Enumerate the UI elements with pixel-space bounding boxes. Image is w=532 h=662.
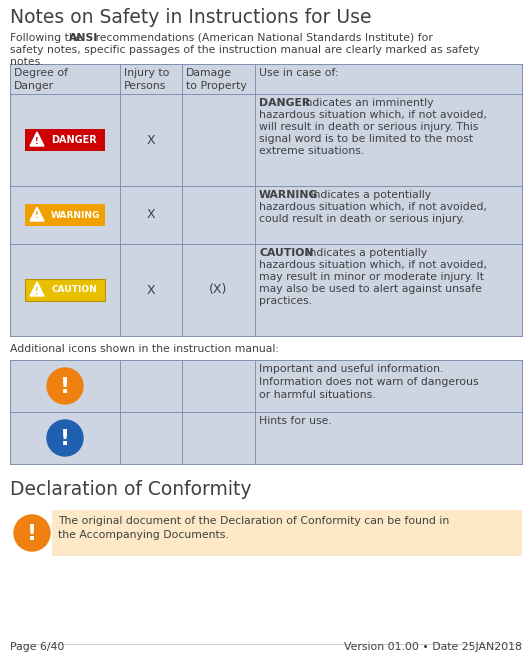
- Text: ANSI: ANSI: [69, 33, 98, 43]
- Text: will result in death or serious injury. This: will result in death or serious injury. …: [259, 122, 478, 132]
- Text: X: X: [147, 283, 155, 297]
- Text: CAUTION: CAUTION: [259, 248, 313, 258]
- Text: may also be used to alert against unsafe: may also be used to alert against unsafe: [259, 284, 482, 294]
- Text: signal word is to be limited to the most: signal word is to be limited to the most: [259, 134, 473, 144]
- Text: !: !: [27, 524, 37, 544]
- Text: Use in case of:: Use in case of:: [259, 68, 339, 78]
- Text: DANGER: DANGER: [259, 98, 310, 108]
- Text: !: !: [35, 287, 39, 295]
- Circle shape: [47, 420, 83, 456]
- Text: could result in death or serious injury.: could result in death or serious injury.: [259, 214, 464, 224]
- Text: indicates a potentially: indicates a potentially: [303, 248, 427, 258]
- Bar: [25, 129, 105, 151]
- Text: safety notes, specific passages of the instruction manual are clearly marked as : safety notes, specific passages of the i…: [10, 45, 480, 55]
- Bar: [10, 64, 522, 336]
- Text: extreme situations.: extreme situations.: [259, 146, 364, 156]
- Text: recommendations (American National Standards Institute) for: recommendations (American National Stand…: [92, 33, 433, 43]
- Text: !: !: [60, 429, 70, 449]
- Bar: [10, 360, 522, 464]
- Circle shape: [47, 368, 83, 404]
- Text: Degree of
Danger: Degree of Danger: [14, 68, 68, 91]
- Polygon shape: [30, 207, 44, 221]
- Text: WARNING: WARNING: [51, 211, 101, 220]
- Text: !: !: [60, 377, 70, 397]
- Text: CAUTION: CAUTION: [51, 285, 97, 295]
- Text: practices.: practices.: [259, 296, 312, 306]
- Text: hazardous situation which, if not avoided,: hazardous situation which, if not avoide…: [259, 202, 487, 212]
- Text: Hints for use.: Hints for use.: [259, 416, 332, 426]
- Text: The original document of the Declaration of Conformity can be found in
the Accom: The original document of the Declaration…: [58, 516, 449, 540]
- Text: Injury to
Persons: Injury to Persons: [124, 68, 169, 91]
- Text: hazardous situation which, if not avoided,: hazardous situation which, if not avoide…: [259, 110, 487, 120]
- Polygon shape: [30, 282, 44, 296]
- Polygon shape: [30, 132, 44, 146]
- Text: X: X: [147, 209, 155, 222]
- Text: hazardous situation which, if not avoided,: hazardous situation which, if not avoide…: [259, 260, 487, 270]
- Text: Damage
to Property: Damage to Property: [186, 68, 247, 91]
- Bar: [25, 204, 105, 226]
- Text: !: !: [35, 211, 39, 220]
- Circle shape: [14, 515, 50, 551]
- Text: notes.: notes.: [10, 57, 44, 67]
- Text: !: !: [35, 136, 39, 146]
- Text: indicates a potentially: indicates a potentially: [307, 190, 431, 200]
- Text: Page 6/40: Page 6/40: [10, 642, 64, 652]
- Bar: [52, 510, 522, 556]
- Bar: [25, 279, 105, 301]
- Text: Version 01.00 • Date 25JAN2018: Version 01.00 • Date 25JAN2018: [344, 642, 522, 652]
- Text: Following the: Following the: [10, 33, 86, 43]
- Text: DANGER: DANGER: [51, 135, 97, 145]
- Text: WARNING: WARNING: [259, 190, 318, 200]
- Text: X: X: [147, 134, 155, 146]
- Text: Important and useful information.
Information does not warn of dangerous
or harm: Important and useful information. Inform…: [259, 364, 479, 401]
- Text: may result in minor or moderate injury. It: may result in minor or moderate injury. …: [259, 272, 484, 282]
- Text: Declaration of Conformity: Declaration of Conformity: [10, 480, 252, 499]
- Text: (X): (X): [209, 283, 228, 297]
- Text: Notes on Safety in Instructions for Use: Notes on Safety in Instructions for Use: [10, 8, 371, 27]
- Text: Additional icons shown in the instruction manual:: Additional icons shown in the instructio…: [10, 344, 279, 354]
- Text: indicates an imminently: indicates an imminently: [299, 98, 434, 108]
